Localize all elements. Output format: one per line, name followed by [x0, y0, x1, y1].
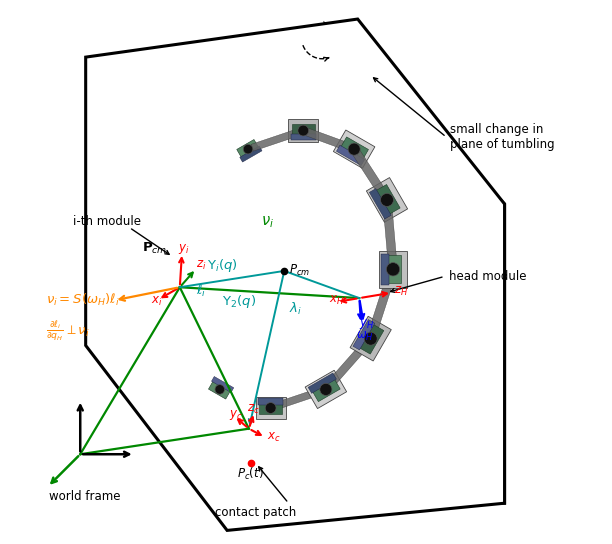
Text: $\mathbf{P}_{cm_i}$: $\mathbf{P}_{cm_i}$ — [142, 241, 170, 257]
Polygon shape — [187, 341, 220, 387]
Polygon shape — [223, 388, 268, 410]
Text: $\nu_i = S(\omega_H)\ell_i$: $\nu_i = S(\omega_H)\ell_i$ — [46, 292, 120, 308]
Text: i-th module: i-th module — [73, 215, 141, 228]
Text: head module: head module — [449, 270, 526, 283]
Polygon shape — [86, 19, 504, 530]
Text: $y_i$: $y_i$ — [178, 242, 190, 256]
Text: $\Upsilon_i(q)$: $\Upsilon_i(q)$ — [207, 257, 237, 274]
Text: $x_H$: $x_H$ — [329, 294, 344, 307]
Text: world frame: world frame — [49, 490, 121, 503]
Polygon shape — [367, 177, 408, 222]
Text: $x_c$: $x_c$ — [267, 431, 280, 444]
Polygon shape — [340, 137, 368, 162]
Polygon shape — [212, 376, 234, 393]
Text: $\ell_i$: $\ell_i$ — [196, 283, 206, 299]
Text: $\Upsilon_2(q)$: $\Upsilon_2(q)$ — [222, 293, 256, 311]
Circle shape — [177, 265, 185, 274]
Polygon shape — [232, 134, 264, 164]
Polygon shape — [334, 130, 375, 168]
Text: $\nu_i$: $\nu_i$ — [261, 214, 274, 230]
Polygon shape — [350, 316, 391, 361]
Polygon shape — [274, 387, 323, 410]
Polygon shape — [325, 24, 504, 503]
Polygon shape — [176, 261, 185, 278]
Polygon shape — [201, 193, 215, 213]
Circle shape — [215, 385, 225, 394]
Polygon shape — [209, 380, 231, 399]
Text: $P_{cm}$: $P_{cm}$ — [289, 263, 310, 279]
Circle shape — [244, 144, 253, 154]
Polygon shape — [368, 273, 395, 335]
Polygon shape — [184, 326, 199, 346]
Polygon shape — [203, 374, 236, 405]
Circle shape — [364, 332, 377, 345]
Circle shape — [298, 125, 308, 136]
Text: $z_H$: $z_H$ — [394, 285, 408, 298]
Polygon shape — [306, 128, 352, 151]
Polygon shape — [173, 258, 189, 281]
Polygon shape — [353, 151, 388, 199]
Text: $z_c$: $z_c$ — [247, 403, 260, 416]
Polygon shape — [173, 324, 201, 354]
Text: $y_H$: $y_H$ — [359, 317, 375, 331]
Polygon shape — [204, 151, 247, 198]
Text: $y_c$: $y_c$ — [229, 407, 242, 422]
Polygon shape — [374, 184, 400, 215]
Circle shape — [348, 143, 360, 155]
Polygon shape — [383, 205, 397, 264]
Polygon shape — [258, 398, 283, 405]
Polygon shape — [312, 377, 340, 401]
Polygon shape — [370, 189, 391, 219]
Polygon shape — [386, 255, 401, 283]
Polygon shape — [180, 204, 204, 265]
Polygon shape — [184, 259, 188, 279]
Polygon shape — [357, 323, 384, 354]
Circle shape — [381, 194, 394, 206]
Polygon shape — [251, 128, 300, 151]
Circle shape — [386, 263, 400, 276]
Polygon shape — [353, 319, 375, 350]
Polygon shape — [237, 139, 259, 159]
Polygon shape — [178, 329, 196, 349]
Polygon shape — [292, 125, 315, 137]
Polygon shape — [291, 134, 316, 140]
Polygon shape — [379, 251, 407, 288]
Text: contact patch: contact patch — [215, 506, 297, 519]
Text: $z_i$: $z_i$ — [196, 259, 207, 272]
Text: $\frac{\partial \ell_i}{\partial q_H} \perp \nu_i$: $\frac{\partial \ell_i}{\partial q_H} \p… — [46, 318, 90, 343]
Text: $P_c(t)$: $P_c(t)$ — [237, 466, 264, 483]
Text: $x_i$: $x_i$ — [151, 295, 162, 308]
Polygon shape — [256, 397, 286, 419]
Polygon shape — [288, 120, 318, 141]
Polygon shape — [195, 190, 212, 210]
Polygon shape — [337, 145, 365, 165]
Circle shape — [265, 403, 276, 413]
Circle shape — [320, 384, 332, 395]
Text: small change in
plane of tumbling: small change in plane of tumbling — [450, 123, 555, 151]
Polygon shape — [179, 274, 189, 333]
Circle shape — [182, 335, 191, 343]
Text: $\omega_H$: $\omega_H$ — [356, 330, 374, 343]
Polygon shape — [381, 254, 389, 285]
Polygon shape — [308, 373, 337, 393]
Polygon shape — [305, 370, 346, 409]
Polygon shape — [259, 402, 282, 414]
Polygon shape — [240, 146, 262, 162]
Circle shape — [199, 196, 207, 204]
Polygon shape — [190, 185, 217, 215]
Polygon shape — [326, 340, 370, 388]
Text: $\lambda_i$: $\lambda_i$ — [289, 301, 302, 317]
